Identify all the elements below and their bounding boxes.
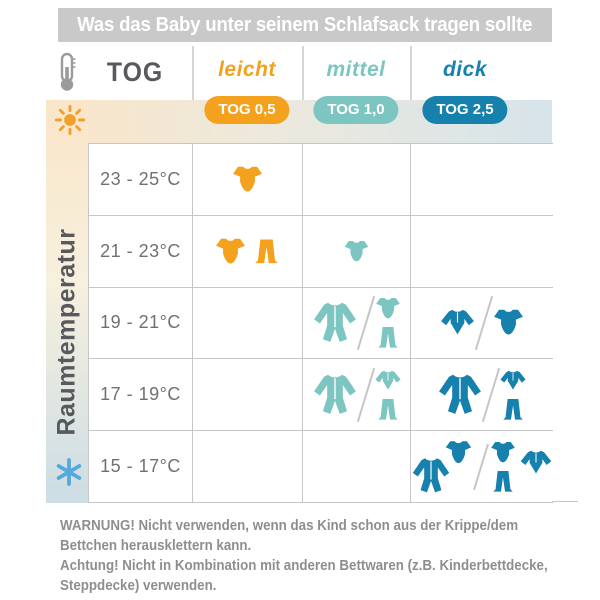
footer-warning: WARNUNG! Nicht verwenden, wenn das Kind … (60, 516, 600, 596)
bodysuit-icon (214, 235, 247, 268)
header-divider (302, 46, 304, 100)
bodysuit-icon (492, 306, 525, 339)
pants-icon (499, 396, 527, 423)
tog-badge-dick: TOG 2,5 (422, 96, 508, 124)
outfit-cell (411, 430, 553, 502)
table-bottom-line (552, 500, 578, 503)
thermometer-icon (57, 52, 77, 92)
pants-icon (251, 236, 282, 267)
outfit-cell (193, 430, 303, 502)
header-divider (192, 46, 194, 100)
tog-badge-mittel: TOG 1,0 (313, 96, 399, 124)
outfit-cell (303, 214, 411, 287)
wrapshirt-icon (374, 367, 402, 394)
outfit-cell (193, 358, 303, 431)
alternative-slash (473, 443, 489, 490)
outfit-group (411, 436, 473, 498)
alternative-slash (356, 295, 375, 351)
outfit-group (343, 238, 370, 265)
temp-label: 17 - 19°C (89, 358, 193, 431)
bodysuit-icon (374, 295, 402, 322)
page-title: Was das Baby unter seinem Schlafsack tra… (77, 13, 533, 36)
outfit-group (492, 306, 525, 339)
outfit-cell (303, 430, 411, 502)
outfit-cell (193, 214, 303, 287)
bodysuit-icon (489, 439, 517, 466)
outfit-group (499, 367, 527, 423)
footer-line: WARNUNG! Nicht verwenden, wenn das Kind … (60, 518, 519, 534)
temperature-gradient-strip (46, 100, 88, 503)
outfit-group (489, 439, 553, 495)
footer-line: Bettchen herausklettern kann. (60, 538, 252, 554)
outfit-group (214, 235, 282, 268)
sleepsuit-icon (312, 370, 358, 420)
outfit-group (231, 163, 264, 196)
wrapshirt-icon (499, 367, 527, 394)
pants-icon (374, 324, 402, 351)
outfit-cell (193, 286, 303, 359)
wrapshirt-icon (519, 447, 553, 478)
outfit-cell (193, 143, 303, 215)
outfit-group (437, 370, 483, 420)
outfit-group (439, 307, 476, 338)
column-header-dick: dick (442, 58, 488, 81)
alternative-slash (356, 367, 375, 422)
alternative-slash (474, 295, 494, 351)
outfit-cell (411, 358, 553, 431)
bodysuit-icon (231, 163, 264, 196)
outfit-cell (411, 214, 553, 287)
bodysuit-icon (444, 438, 473, 467)
column-header-leicht: leicht (218, 58, 276, 81)
side-label: Raumtemperatur (52, 228, 81, 436)
outfit-group (312, 370, 358, 420)
temp-label: 23 - 25°C (89, 143, 193, 215)
pants-icon (489, 468, 517, 495)
tog-badge-leicht: TOG 0,5 (204, 96, 290, 124)
temp-label: 15 - 17°C (89, 430, 193, 502)
outfit-group (312, 298, 358, 348)
header-divider (410, 46, 412, 100)
pants-icon (374, 396, 402, 423)
column-header-mittel: mittel (326, 58, 386, 81)
sun-icon (52, 102, 88, 138)
outfit-group (489, 439, 517, 495)
table-body: 23 - 25°C 21 - 23°C 19 - 21°C 17 - 19°C 15 -… (88, 143, 553, 503)
sleepsuit-icon (312, 298, 358, 348)
temp-label: 21 - 23°C (89, 214, 193, 287)
outfit-group (374, 295, 402, 351)
sleepsuit-icon (437, 370, 483, 420)
temp-label: 19 - 21°C (89, 286, 193, 359)
footer-line: Achtung! Nicht in Kombination mit andere… (60, 558, 548, 574)
outfit-cell (303, 286, 411, 359)
alternative-slash (481, 367, 501, 422)
wrapshirt-icon (439, 307, 476, 338)
outfit-cell (303, 358, 411, 431)
outfit-group (374, 367, 402, 423)
outfit-cell (411, 286, 553, 359)
title-bar: Was das Baby unter seinem Schlafsack tra… (58, 8, 552, 42)
outfit-cell (411, 143, 553, 215)
footer-line: Steppdecke) verwenden. (60, 578, 217, 594)
tog-header: TOG (106, 57, 164, 87)
outfit-cell (303, 143, 411, 215)
snowflake-icon (54, 457, 84, 487)
bodysuit-icon (343, 238, 370, 265)
